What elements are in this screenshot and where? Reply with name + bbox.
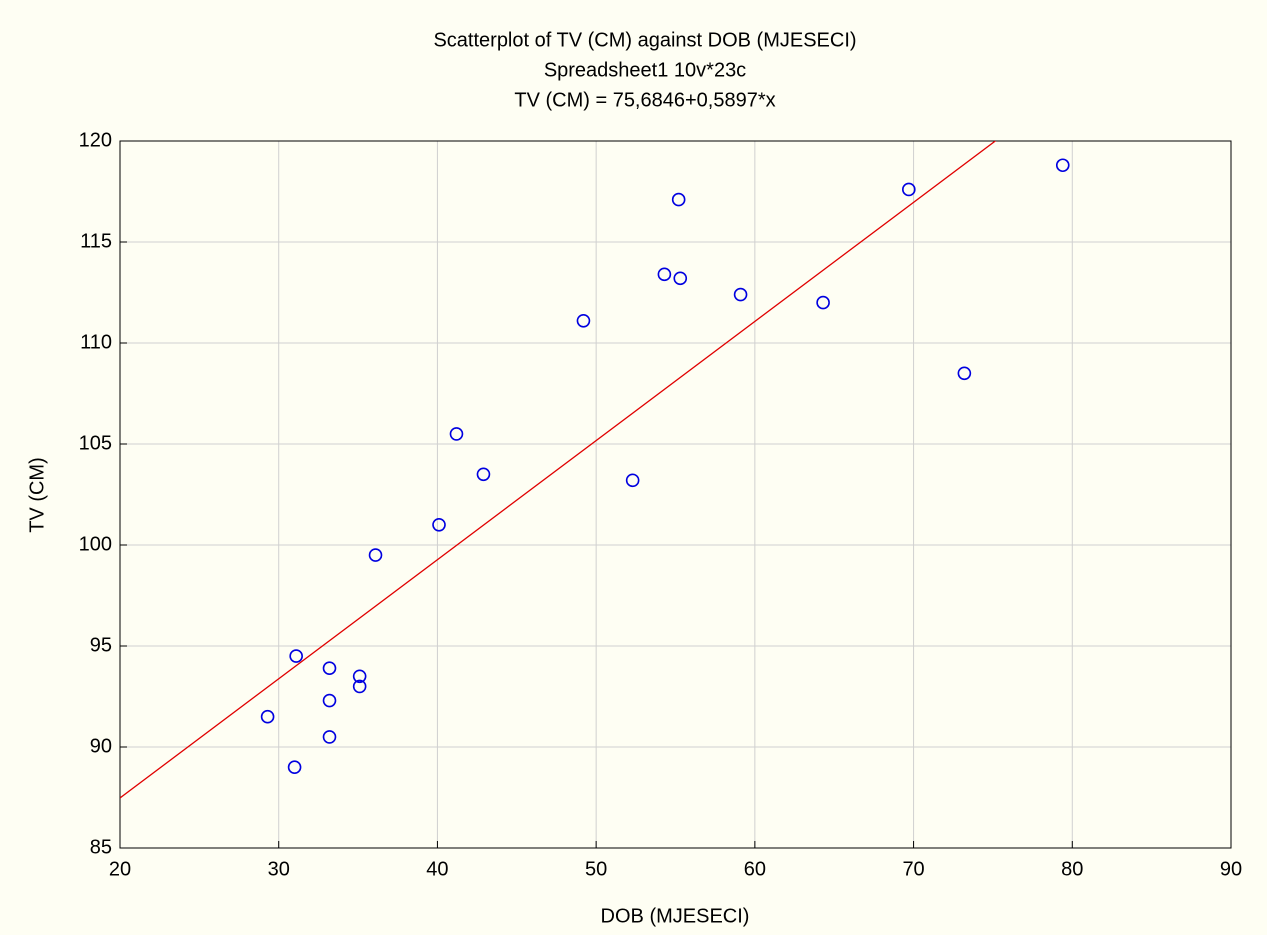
point [368,548,383,562]
point [322,730,337,744]
x-tick-label: 30 [268,858,290,880]
y-tick-label: 110 [80,331,112,353]
point [957,366,972,381]
fit-group [120,141,997,799]
point [432,517,446,532]
x-tick-label: 90 [1220,858,1242,880]
y-tick-label: 105 [79,432,112,454]
point [625,473,640,488]
point [673,271,688,286]
point [657,267,672,282]
point [289,649,303,663]
chart-annotation: TV (CM) = 75,6846+0,5897*x [514,89,775,111]
fit-line [120,141,997,799]
point [260,709,275,724]
x-tick-label: 80 [1061,858,1083,880]
chart-subtitle: Spreadsheet1 10v*23c [544,59,746,81]
x-axis-label: DOB (MJESECI) [601,905,750,927]
point [449,427,464,441]
x-tick-label: 40 [426,858,448,880]
y-tick-label: 100 [79,533,112,555]
y-tick-label: 115 [80,230,112,252]
plot-area [120,141,1231,848]
point [352,679,367,694]
point [1055,158,1070,173]
plot-frame [119,140,1232,849]
y-axis-label: TV (CM) [26,457,48,533]
y-tick-label: 120 [79,129,112,151]
x-tick-label: 50 [585,858,607,880]
point [576,313,591,328]
y-tick-label: 95 [90,634,112,656]
y-tick-label: 90 [90,735,112,757]
point [352,669,367,684]
point [902,182,916,197]
x-tick-label: 20 [109,858,131,880]
point [733,287,748,302]
point [322,661,337,676]
point [287,760,302,775]
x-tick-label: 60 [744,858,766,880]
x-tick-label: 70 [902,858,924,880]
point [322,693,337,708]
point [816,295,830,310]
point [476,467,491,482]
y-tick-label: 85 [90,836,112,858]
point [671,192,686,207]
chart-title: Scatterplot of TV (CM) against DOB (MJES… [433,29,856,51]
